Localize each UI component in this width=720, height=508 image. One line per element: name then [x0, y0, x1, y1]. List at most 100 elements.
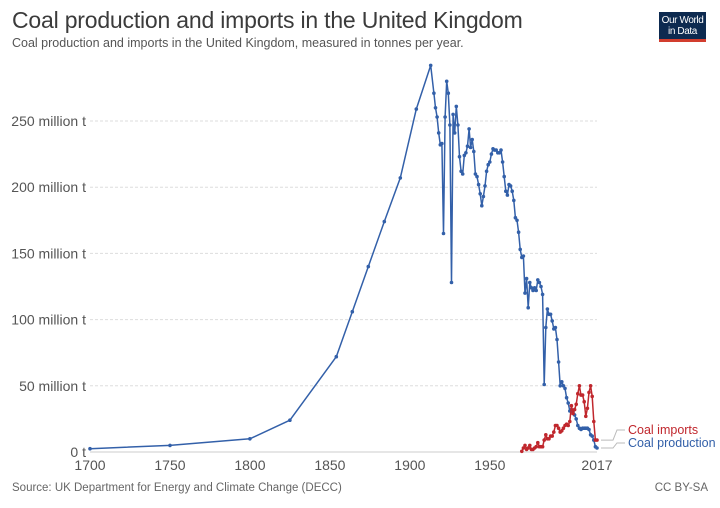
coal-production-point	[473, 172, 478, 176]
coal-production-point	[531, 288, 535, 293]
coal-production-point	[526, 305, 530, 310]
coal-production-point	[558, 384, 562, 388]
coal-production-point	[483, 184, 487, 188]
coal-production-point	[516, 230, 521, 234]
coal-imports-point	[536, 440, 540, 445]
x-tick-label: 1750	[154, 457, 185, 473]
coal-production-point	[513, 215, 518, 220]
coal-imports-point	[561, 426, 566, 431]
coal-imports-line	[521, 385, 597, 452]
chart-subtitle: Coal production and imports in the Unite…	[12, 36, 464, 50]
coal-production-point	[595, 446, 599, 450]
coal-production-point	[460, 172, 465, 176]
coal-production-point	[448, 123, 452, 127]
coal-imports-point	[550, 434, 554, 438]
coal-imports-point	[552, 430, 556, 434]
y-axis: 0 t 50 million t 100 million t 150 million …	[11, 113, 86, 460]
coal-production-point	[350, 309, 355, 314]
coal-production-point	[480, 203, 484, 208]
x-tick-label: 1800	[234, 457, 265, 473]
coal-production-point	[414, 107, 419, 111]
series-coal-production	[88, 63, 599, 451]
coal-production-point	[449, 280, 454, 285]
coal-production-point	[540, 292, 545, 297]
coal-imports-point	[588, 384, 593, 388]
coal-production-point	[288, 418, 292, 423]
grid-lines	[90, 120, 597, 453]
y-tick-label: 0 t	[70, 444, 86, 460]
coal-production-point	[590, 434, 594, 438]
coal-production-point	[436, 131, 441, 135]
coal-production-point	[576, 423, 580, 428]
coal-imports-point	[574, 402, 578, 407]
coal-production-point	[478, 192, 483, 196]
coal-production-point	[476, 182, 481, 187]
coal-production-point	[536, 278, 540, 282]
series-coal-imports	[520, 384, 599, 454]
coal-production-point	[524, 276, 529, 281]
coal-production-point	[470, 137, 475, 142]
coal-imports-point	[544, 433, 548, 437]
coal-production-point	[512, 198, 516, 203]
y-tick-label: 200 million t	[11, 179, 86, 195]
coal-imports-point	[528, 443, 532, 448]
coal-production-point	[544, 325, 548, 330]
coal-imports-point	[587, 390, 591, 395]
coal-production-point	[382, 219, 387, 224]
coal-production-point	[481, 194, 486, 199]
coal-production-point	[499, 148, 503, 152]
coal-production-point	[334, 354, 339, 359]
coal-imports-legend-label: Coal imports	[628, 423, 698, 437]
coal-production-point	[452, 131, 457, 135]
coal-production-point	[521, 254, 526, 258]
coal-imports-point	[526, 446, 530, 450]
coal-production-point	[561, 384, 566, 388]
coal-production-point	[248, 437, 252, 441]
series-group	[88, 63, 599, 454]
logo-line-1: Our World	[661, 15, 704, 26]
chart-title: Coal production and imports in the Unite…	[12, 7, 523, 33]
owid-logo[interactable]: Our World in Data	[659, 12, 706, 42]
coal-imports-point	[568, 419, 572, 424]
coal-imports-point	[534, 444, 538, 449]
coal-production-point	[556, 360, 561, 364]
coal-imports-point	[520, 449, 524, 454]
coal-production-point	[465, 144, 470, 148]
coal-imports-point	[582, 399, 586, 404]
coal-production-legend-label: Coal production	[628, 436, 716, 450]
coal-production-point	[500, 160, 505, 164]
coal-imports-point	[590, 394, 594, 399]
coal-production-point	[446, 91, 451, 95]
coal-production-point	[504, 189, 508, 193]
coal-imports-point	[556, 426, 561, 431]
coal-imports-point	[580, 393, 585, 397]
coal-imports-point	[566, 423, 570, 428]
coal-production-point	[555, 337, 559, 342]
x-tick-label: 1950	[474, 457, 505, 473]
coal-production-point	[428, 63, 433, 68]
coal-production-point	[587, 427, 591, 432]
coal-production-point	[486, 162, 491, 167]
coal-production-point	[462, 153, 467, 158]
coal-production-point	[529, 286, 534, 290]
coal-production-point	[566, 401, 570, 405]
coal-imports-point	[547, 437, 551, 441]
source-note: Source: UK Department for Energy and Cli…	[12, 482, 342, 494]
logo-line-2: in Data	[668, 26, 697, 37]
coal-production-point	[454, 104, 459, 109]
coal-production-point	[488, 160, 492, 164]
coal-production-point	[502, 174, 507, 179]
coal-production-point	[545, 307, 550, 311]
coal-production-point	[457, 154, 462, 159]
coal-production-point	[497, 151, 502, 155]
coal-production-point	[435, 115, 439, 119]
coal-imports-point	[560, 429, 564, 433]
coal-production-point	[443, 115, 447, 119]
license-link[interactable]: CC BY-SA	[654, 482, 708, 494]
coal-production-point	[537, 280, 542, 285]
coal-production-point	[564, 395, 569, 400]
coal-production-point	[518, 247, 522, 252]
coal-production-point	[484, 169, 489, 174]
